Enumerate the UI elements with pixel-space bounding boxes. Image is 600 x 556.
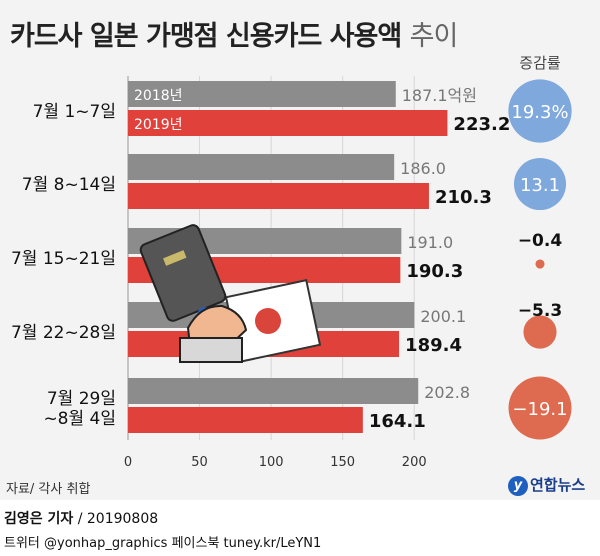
category-label: 7월 8~14일	[22, 175, 116, 195]
change-label: −0.4	[518, 231, 563, 251]
category-label: 7월 15~21일	[11, 249, 116, 269]
hand-icon	[179, 304, 248, 363]
publish-date: / 20190808	[73, 511, 159, 527]
x-tick-label: 100	[259, 455, 284, 470]
data-label: 190.3	[406, 261, 463, 282]
bar-2019	[128, 407, 363, 433]
legend-label: 2018년	[134, 88, 183, 104]
x-tick-label: 150	[330, 455, 355, 470]
data-label: 189.4	[405, 335, 462, 356]
change-bubble	[513, 157, 567, 211]
change-bubble	[535, 259, 545, 269]
change-label: −19.1	[512, 399, 567, 420]
japan-flag-icon	[224, 279, 322, 363]
bar-2018	[128, 154, 395, 180]
reporter-name: 김영은 기자	[4, 511, 74, 527]
category-label: ~8월 4일	[43, 409, 116, 429]
data-label: 164.1	[369, 411, 426, 432]
reporter-credit: 김영은 기자 / 20190808	[4, 508, 158, 528]
x-tick-label: 200	[402, 455, 427, 470]
legend-label: 2019년	[134, 117, 183, 133]
footer	[0, 500, 600, 556]
data-label: 187.1억원	[402, 86, 477, 105]
data-label: 191.0	[407, 233, 453, 252]
change-label: −5.3	[518, 301, 562, 321]
change-label: 13.1	[520, 175, 560, 196]
source-note: 자료/ 각사 취합	[6, 482, 91, 497]
data-label: 186.0	[400, 159, 446, 178]
chart-title: 카드사 일본 가맹점 신용카드 사용액 추이	[10, 14, 459, 53]
chart-title-main: 카드사 일본 가맹점 신용카드 사용액	[10, 21, 402, 52]
x-tick-label: 50	[191, 455, 208, 470]
change-title: 증감률	[519, 54, 561, 72]
chart-title-suffix: 추이	[409, 21, 459, 52]
social-links: 트위터 @yonhap_graphics 페이스북 tuney.kr/LeYN1	[4, 536, 322, 551]
x-tick-label: 0	[124, 455, 132, 470]
bar-2019	[128, 183, 429, 209]
change-label: 19.3%	[511, 102, 568, 123]
category-label: 7월 1~7일	[33, 102, 116, 122]
bar-2018	[128, 378, 419, 404]
change-bubble	[523, 315, 557, 349]
category-label: 7월 29일	[47, 389, 116, 409]
change-bubble	[508, 79, 572, 143]
data-label: 200.1	[420, 307, 466, 326]
data-label: 210.3	[435, 187, 492, 208]
category-label: 7월 22~28일	[11, 323, 116, 343]
change-bubble	[508, 376, 572, 440]
bar-2019	[128, 110, 448, 136]
data-label: 202.8	[424, 383, 470, 402]
yonhap-logo: y 연합뉴스	[508, 474, 585, 496]
data-label: 223.2	[453, 114, 510, 135]
hand-card-illustration	[139, 224, 322, 363]
bar-2018	[128, 81, 396, 107]
yonhap-logo-icon: y	[508, 475, 528, 496]
yonhap-logo-text: 연합뉴스	[530, 476, 586, 494]
